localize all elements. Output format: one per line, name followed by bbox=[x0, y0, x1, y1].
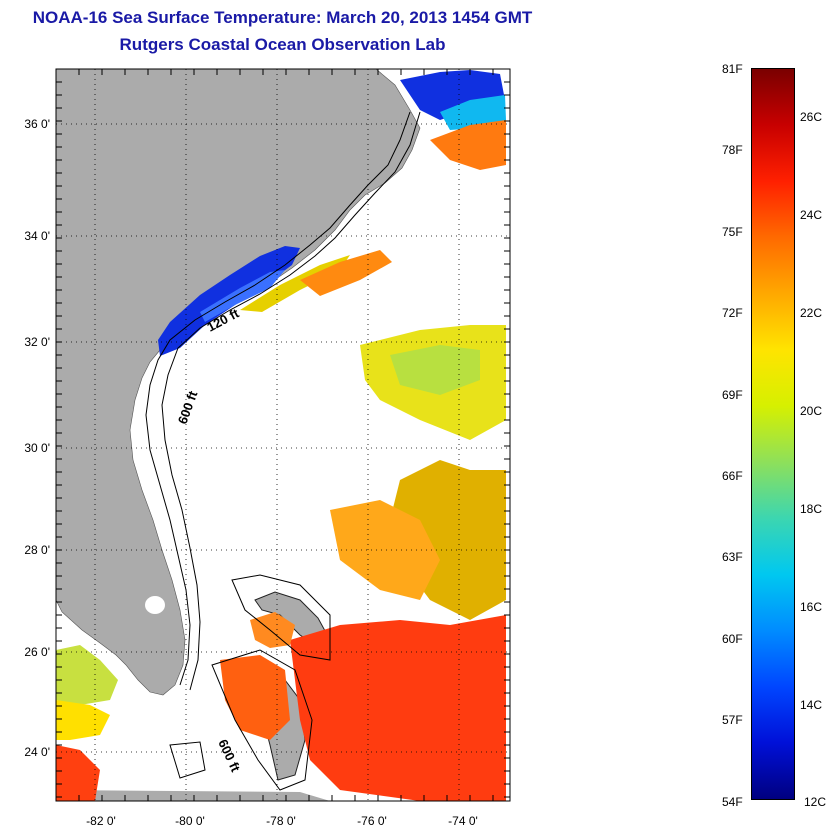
lat-label-30: 30 0' bbox=[24, 441, 50, 455]
lat-label-28: 28 0' bbox=[24, 543, 50, 557]
lon-label-78: -78 0' bbox=[266, 814, 296, 828]
colorbar-label-c-22: 22C bbox=[800, 306, 822, 320]
colorbar-label-f-81: 81F bbox=[722, 62, 743, 76]
lon-label-74: -74 0' bbox=[448, 814, 478, 828]
colorbar-label-c-16: 16C bbox=[800, 600, 822, 614]
colorbar-label-c-24: 24C bbox=[800, 208, 822, 222]
lon-label-76: -76 0' bbox=[357, 814, 387, 828]
colorbar-label-c-20: 20C bbox=[800, 404, 822, 418]
lat-label-34: 34 0' bbox=[24, 229, 50, 243]
colorbar-label-f-78: 78F bbox=[722, 143, 743, 157]
colorbar-label-c-12: 12C bbox=[804, 795, 826, 809]
colorbar-label-f-63: 63F bbox=[722, 550, 743, 564]
lat-label-32: 32 0' bbox=[24, 335, 50, 349]
lon-label-80: -80 0' bbox=[175, 814, 205, 828]
colorbar-label-f-57: 57F bbox=[722, 713, 743, 727]
lake-okeechobee bbox=[145, 596, 165, 614]
colorbar-label-c-18: 18C bbox=[800, 502, 822, 516]
colorbar-label-c-14: 14C bbox=[800, 698, 822, 712]
colorbar-label-f-69: 69F bbox=[722, 388, 743, 402]
colorbar-label-f-75: 75F bbox=[722, 225, 743, 239]
colorbar-label-c-26: 26C bbox=[800, 110, 822, 124]
temperature-colorbar bbox=[751, 68, 795, 800]
colorbar-label-f-54: 54F bbox=[722, 795, 743, 809]
colorbar-label-f-60: 60F bbox=[722, 632, 743, 646]
lat-label-24: 24 0' bbox=[24, 745, 50, 759]
sst-map: 120 ft 600 ft 600 ft 36 0' 34 0' 32 0' 3… bbox=[0, 0, 833, 832]
lon-label-82: -82 0' bbox=[86, 814, 116, 828]
colorbar-label-f-72: 72F bbox=[722, 306, 743, 320]
lat-label-26: 26 0' bbox=[24, 645, 50, 659]
lat-label-36: 36 0' bbox=[24, 117, 50, 131]
colorbar-label-f-66: 66F bbox=[722, 469, 743, 483]
